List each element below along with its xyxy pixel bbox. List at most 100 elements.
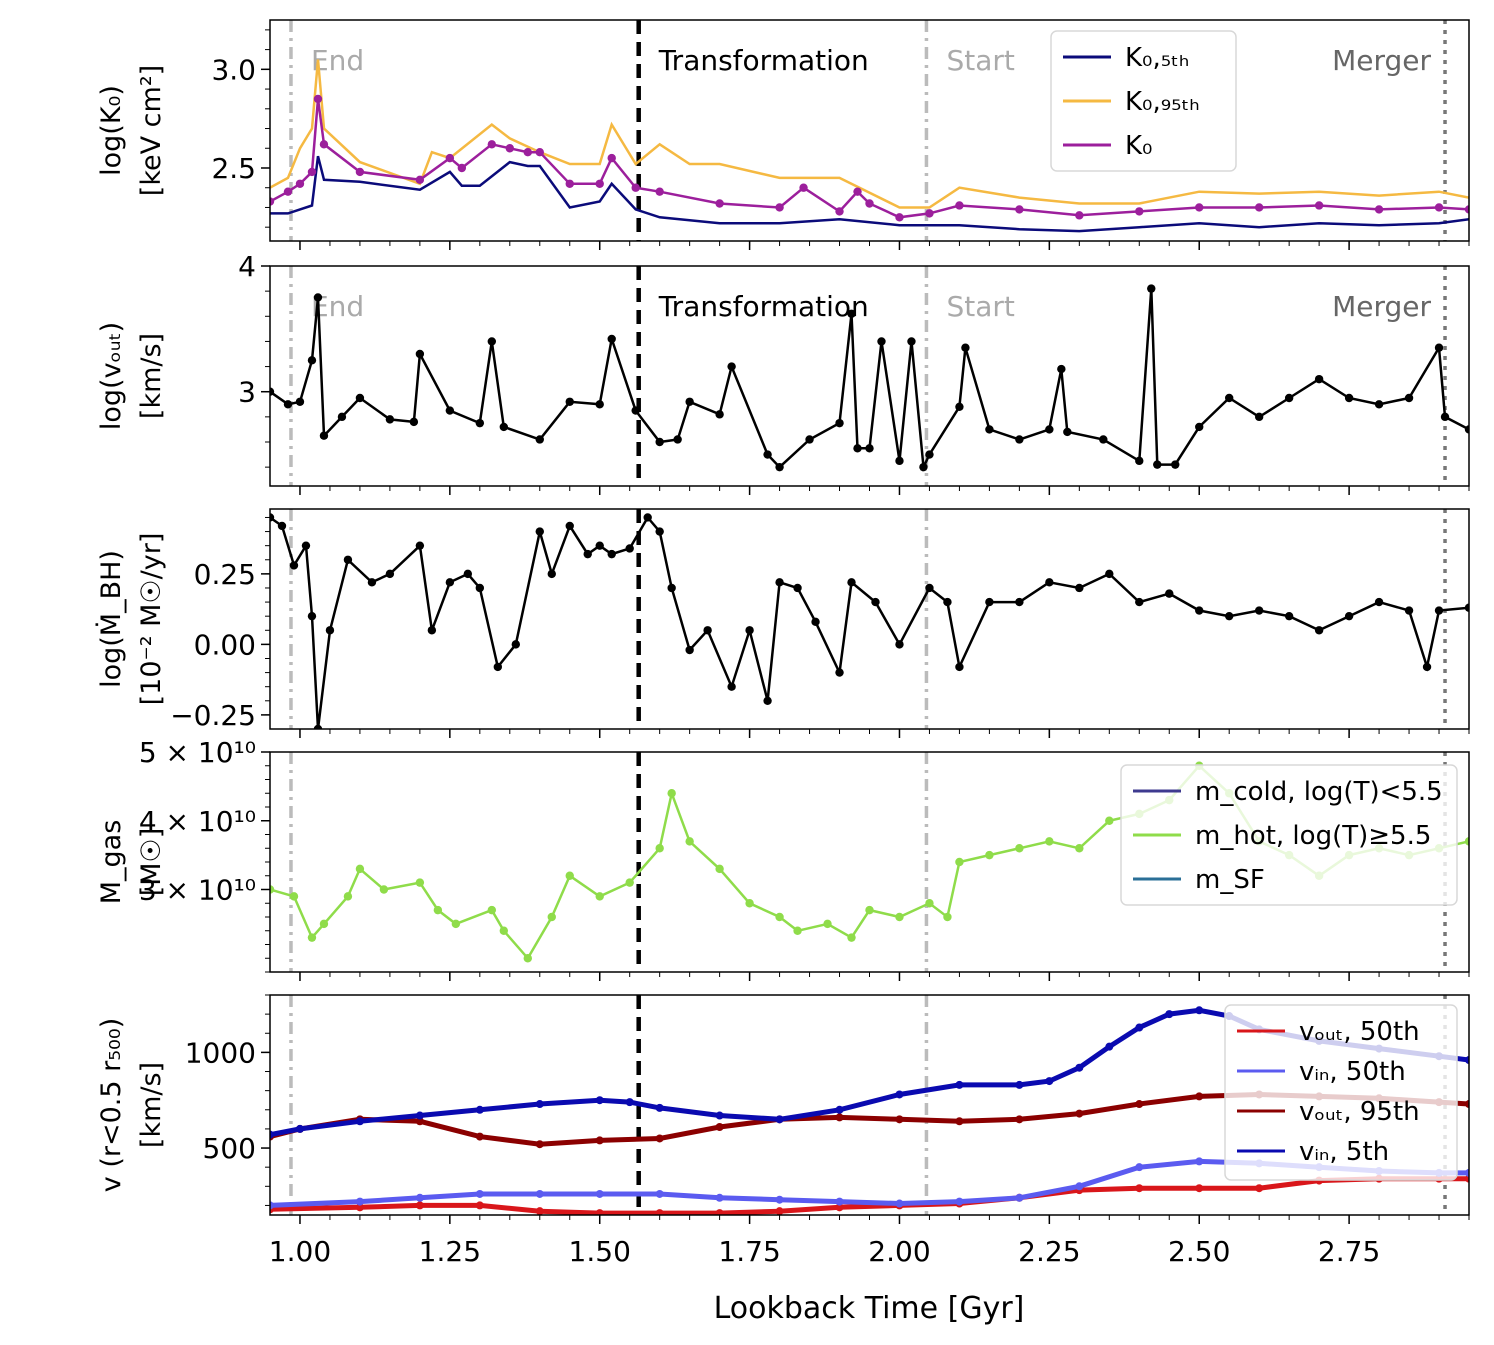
data-point	[1045, 837, 1054, 846]
y-tick-label: 3.0	[211, 53, 256, 86]
data-point	[523, 954, 532, 963]
data-point	[631, 183, 640, 192]
data-point	[535, 527, 544, 536]
data-point	[793, 583, 802, 593]
y-axis-label: [M☉]	[136, 828, 167, 897]
panel-velocity: 1.00 1.25 1.50 1.75 2.00 2.25 2.50 2.75 500 1000 v…	[96, 994, 1470, 1268]
data-point	[685, 397, 694, 406]
data-point	[301, 541, 311, 550]
data-point	[307, 933, 317, 942]
data-point	[715, 199, 724, 208]
data-point	[415, 1111, 424, 1120]
data-point	[745, 626, 754, 635]
data-point	[1147, 284, 1156, 293]
data-point	[1135, 597, 1144, 607]
data-point	[1195, 422, 1204, 432]
data-point	[907, 337, 916, 346]
data-point	[1135, 1184, 1144, 1193]
data-point	[523, 148, 532, 157]
data-point	[277, 521, 287, 531]
data-point	[925, 209, 934, 218]
data-point	[985, 425, 994, 434]
data-point	[415, 1117, 424, 1126]
data-point	[727, 362, 736, 371]
data-point	[1314, 626, 1324, 635]
data-point	[925, 583, 934, 593]
legend-label: vᵢₙ, 50th	[1299, 1057, 1406, 1087]
data-point	[715, 1111, 724, 1120]
data-point	[1015, 597, 1024, 607]
data-point	[895, 1090, 904, 1099]
y-tick-label: 500	[203, 1132, 256, 1165]
data-point	[895, 912, 904, 922]
data-point	[955, 1117, 964, 1126]
y-tick-label: 2.5	[211, 152, 256, 185]
axes-frame	[269, 19, 1470, 242]
data-point	[1314, 201, 1324, 210]
data-point	[1135, 1163, 1144, 1172]
y-tick-label: 3	[238, 376, 256, 409]
legend-label: m_cold, log(T)<5.5	[1195, 777, 1443, 807]
data-point	[595, 1209, 604, 1215]
data-point	[319, 919, 329, 929]
event-label-merger: Merger	[1332, 44, 1431, 77]
data-point	[745, 899, 754, 908]
data-point	[415, 1201, 424, 1210]
data-point	[595, 400, 604, 409]
data-point	[1045, 1077, 1054, 1086]
data-point	[289, 561, 299, 570]
data-point	[1195, 1092, 1204, 1101]
data-point	[355, 1117, 364, 1126]
data-point	[805, 435, 814, 444]
data-point	[835, 1105, 844, 1114]
data-point	[847, 578, 856, 587]
data-point	[463, 569, 473, 579]
data-point	[955, 201, 964, 210]
data-point	[1465, 1168, 1469, 1177]
data-point	[763, 696, 772, 705]
data-point	[775, 912, 784, 922]
data-point	[1015, 844, 1024, 853]
data-point	[607, 334, 616, 344]
legend-label: vₒᵤₜ, 95th	[1299, 1097, 1420, 1127]
data-point	[607, 549, 616, 559]
event-label-start: Start	[946, 44, 1014, 77]
data-point	[595, 179, 604, 188]
data-point	[355, 1203, 364, 1212]
data-point	[1045, 425, 1054, 434]
legend-box	[1120, 764, 1458, 906]
data-point	[1465, 1056, 1469, 1065]
data-point	[895, 456, 904, 466]
data-point	[565, 397, 574, 406]
data-point	[1105, 569, 1114, 579]
data-point	[1075, 1063, 1084, 1072]
data-point	[511, 640, 520, 649]
data-point	[715, 1123, 724, 1131]
data-point	[871, 597, 880, 607]
data-point	[270, 1130, 274, 1139]
data-point	[607, 153, 616, 163]
data-point	[535, 148, 544, 157]
data-point	[1284, 393, 1294, 403]
data-point	[535, 1207, 544, 1215]
data-point	[673, 435, 682, 444]
y-tick-label: 1000	[185, 1036, 256, 1069]
event-label-transformation: Transformation	[658, 44, 869, 77]
y-tick-label: 4 × 10¹⁰	[139, 805, 256, 838]
data-point	[295, 1124, 304, 1133]
data-point	[475, 1201, 484, 1210]
data-point	[1374, 400, 1384, 409]
data-point	[535, 435, 544, 444]
data-point	[1195, 1184, 1204, 1193]
data-point	[367, 578, 377, 587]
y-axis-label: [keV cm²]	[136, 65, 167, 196]
data-point	[355, 167, 365, 177]
data-point	[1434, 606, 1444, 615]
data-point	[895, 1199, 904, 1208]
data-point	[895, 640, 904, 649]
series-line-0	[270, 288, 1469, 472]
data-point	[1015, 435, 1024, 444]
data-point	[433, 905, 443, 915]
data-point	[1135, 1100, 1144, 1109]
